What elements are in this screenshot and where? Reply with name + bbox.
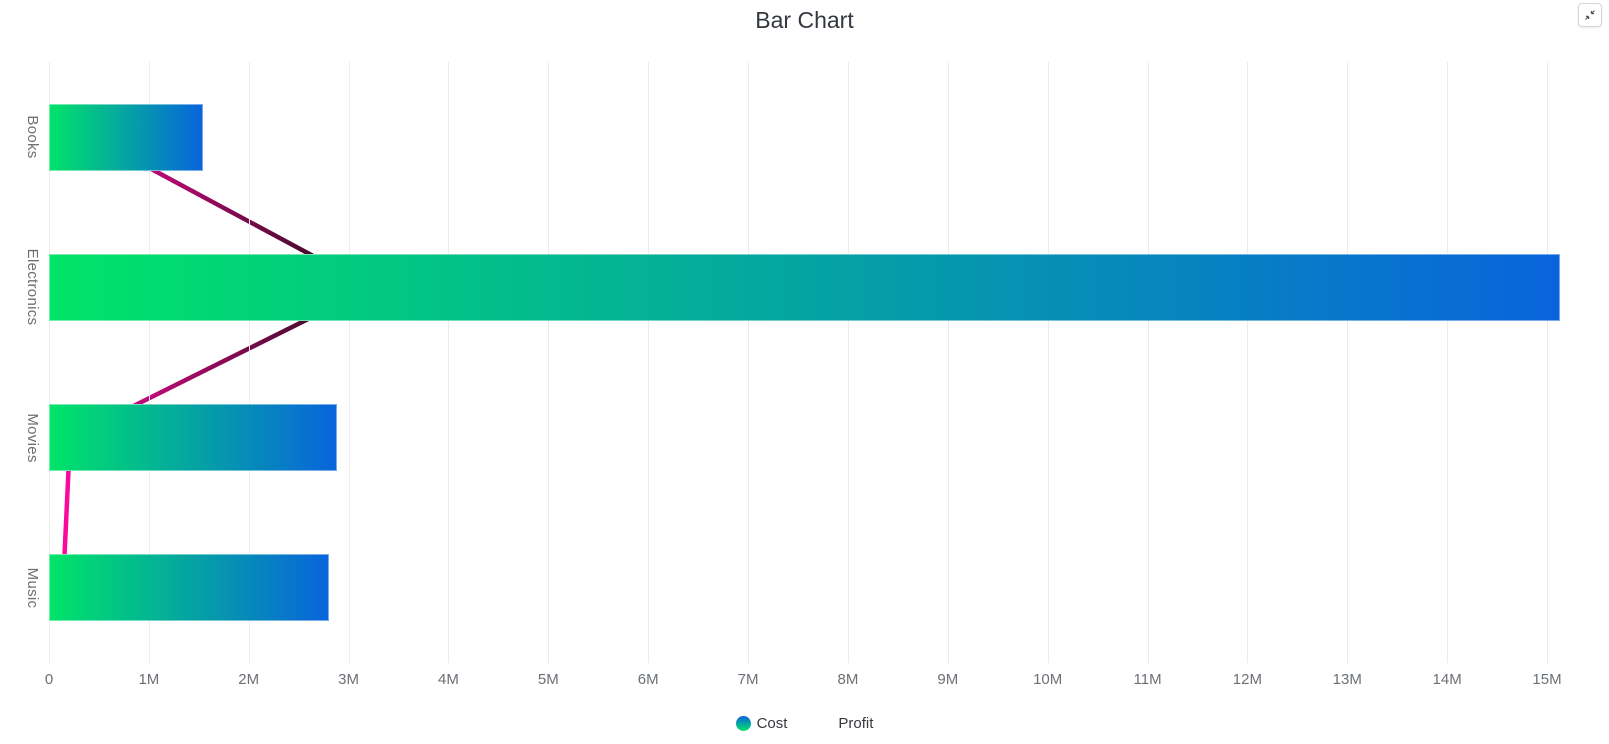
- profit-line: [60, 134, 374, 591]
- gridline: [548, 62, 550, 663]
- gridline: [648, 62, 650, 663]
- gridline: [49, 62, 50, 663]
- x-axis-tick-label: 13M: [1332, 671, 1362, 688]
- gridline: [748, 62, 750, 663]
- x-axis-tick-label: 1M: [138, 671, 160, 688]
- x-axis-tick-label: 10M: [1033, 671, 1063, 688]
- bar-books[interactable]: [49, 103, 203, 171]
- gridline: [1247, 62, 1249, 663]
- x-axis-tick-label: 0: [44, 671, 54, 688]
- diagonal-arrows-icon: [1583, 8, 1597, 22]
- chart-title: Bar Chart: [755, 7, 854, 33]
- x-axis-tick-label: 12M: [1232, 671, 1262, 688]
- x-axis-tick-label: 14M: [1432, 671, 1462, 688]
- x-axis-tick-label: 2M: [238, 671, 260, 688]
- gridline: [148, 62, 150, 663]
- gridline: [1347, 62, 1349, 663]
- gridline: [1047, 62, 1049, 663]
- y-axis-label-movies: Movies: [24, 412, 41, 463]
- legend-item-cost[interactable]: Cost: [735, 715, 788, 732]
- x-axis-tick-label: 4M: [438, 671, 459, 688]
- legend-item-profit[interactable]: Profit: [817, 715, 873, 732]
- x-axis-tick-label: 7M: [737, 671, 759, 688]
- cost-legend-marker-icon: [735, 716, 751, 731]
- gridline: [348, 62, 350, 663]
- gridline: [1447, 62, 1449, 663]
- legend: Cost Profit: [0, 715, 1609, 732]
- gridline: [847, 62, 849, 663]
- gridline: [1547, 62, 1548, 663]
- x-axis-tick-label: 5M: [537, 671, 559, 688]
- x-axis-tick-label: 15M: [1532, 671, 1562, 688]
- legend-label-profit: Profit: [838, 715, 874, 732]
- bar-movies[interactable]: [49, 404, 337, 472]
- bar-electronics[interactable]: [49, 253, 1560, 321]
- y-axis-label-electronics: Electronics: [24, 249, 41, 326]
- x-axis-tick-label: 3M: [338, 671, 360, 688]
- legend-label-cost: Cost: [756, 715, 788, 732]
- profit-legend-marker-icon: [817, 716, 833, 731]
- x-axis-tick-label: 8M: [837, 671, 859, 688]
- y-axis-label-music: Music: [24, 567, 41, 609]
- plot-area: 0 1M 2M 3M 4M 5M 6M 7M 8M 9M 10M 11M 12M 13M 14M 15M Boo…: [24, 62, 1593, 688]
- gridline: [947, 62, 949, 663]
- x-axis-tick-label: 9M: [937, 671, 959, 688]
- y-axis-label-books: Books: [24, 115, 41, 159]
- x-axis-tick-label: 11M: [1133, 671, 1162, 688]
- gridline: [1147, 62, 1149, 663]
- x-axis-tick-label: 6M: [637, 671, 659, 688]
- bar-music[interactable]: [49, 554, 329, 622]
- gridline: [248, 62, 250, 663]
- resize-toggle-button[interactable]: [1578, 3, 1602, 27]
- gridline: [448, 62, 450, 663]
